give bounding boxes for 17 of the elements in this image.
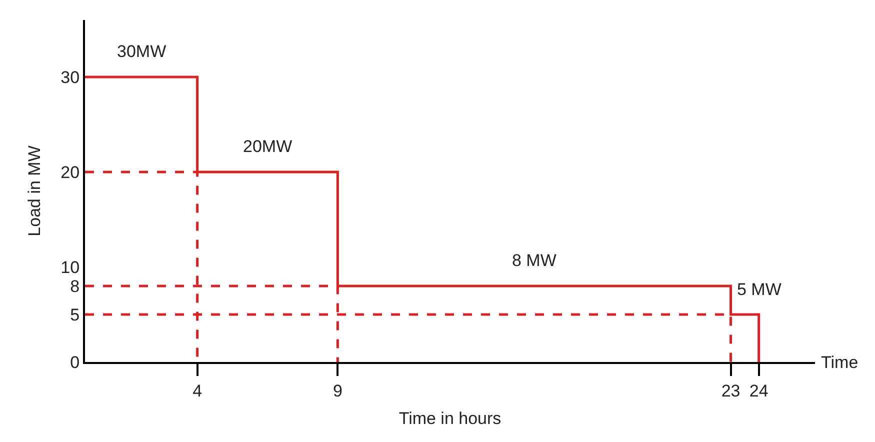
text: Time: [821, 353, 858, 372]
x-tick-label: 4: [192, 381, 202, 400]
annotation: 8 MW: [512, 251, 556, 270]
x-axis-title: Time in hours: [398, 409, 502, 428]
y-tick-label: 10: [60, 258, 80, 277]
y-tick-label: 30: [60, 68, 80, 87]
y-tick-label: 8: [70, 276, 80, 296]
x-tick-label: 23: [721, 381, 740, 400]
y-tick-label: 20: [60, 162, 80, 182]
x-tick-label: 24: [749, 381, 768, 400]
y-tick-label: 0: [70, 352, 80, 372]
x-tick-label: 9: [332, 381, 342, 400]
y-tick-label: 5: [70, 305, 80, 324]
annotation: 20MW: [243, 137, 292, 156]
annotation: 5 MW: [737, 280, 782, 299]
annotation: 30MW: [117, 42, 166, 61]
y-axis-title: Load in MW: [25, 146, 44, 236]
